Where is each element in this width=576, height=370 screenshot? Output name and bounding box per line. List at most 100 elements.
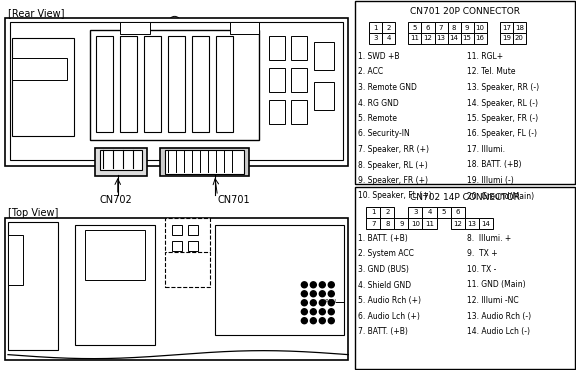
Text: 9.  TX +: 9. TX + bbox=[467, 249, 497, 259]
Circle shape bbox=[328, 282, 334, 288]
Text: 19: 19 bbox=[502, 36, 511, 41]
Text: 7. Speaker, RR (+): 7. Speaker, RR (+) bbox=[358, 145, 429, 154]
Circle shape bbox=[18, 80, 38, 100]
Text: 8.  Illumi. +: 8. Illumi. + bbox=[467, 234, 511, 243]
Bar bbox=[500, 33, 513, 44]
Bar bbox=[422, 218, 437, 229]
Bar bbox=[229, 22, 259, 34]
Circle shape bbox=[24, 19, 36, 31]
Bar bbox=[85, 230, 145, 280]
Text: 4. RG GND: 4. RG GND bbox=[358, 98, 399, 108]
Bar bbox=[10, 22, 343, 160]
Text: 2. ACC: 2. ACC bbox=[358, 67, 384, 77]
Text: 20: 20 bbox=[515, 36, 524, 41]
Bar bbox=[473, 33, 487, 44]
Circle shape bbox=[319, 19, 330, 31]
Text: 8. Speaker, RL (+): 8. Speaker, RL (+) bbox=[358, 161, 428, 169]
Circle shape bbox=[12, 340, 24, 352]
Text: 6. Security-IN: 6. Security-IN bbox=[358, 130, 410, 138]
Bar bbox=[465, 218, 479, 229]
Circle shape bbox=[328, 318, 334, 324]
Text: 10. Speaker, FL (+): 10. Speaker, FL (+) bbox=[358, 192, 432, 201]
Bar bbox=[5, 18, 348, 166]
Circle shape bbox=[328, 300, 334, 306]
Bar bbox=[382, 22, 395, 33]
Text: 2: 2 bbox=[385, 209, 389, 215]
Bar bbox=[450, 218, 465, 229]
Bar bbox=[96, 36, 113, 132]
Circle shape bbox=[319, 318, 325, 324]
Bar bbox=[215, 36, 233, 132]
Bar bbox=[5, 218, 348, 360]
Text: 10. TX -: 10. TX - bbox=[467, 265, 496, 274]
Text: 10: 10 bbox=[476, 24, 484, 30]
Text: 1: 1 bbox=[371, 209, 376, 215]
Text: 11: 11 bbox=[411, 36, 419, 41]
Bar bbox=[395, 218, 408, 229]
Bar bbox=[422, 33, 434, 44]
Bar bbox=[408, 207, 422, 218]
Text: 14: 14 bbox=[450, 36, 458, 41]
Text: 17: 17 bbox=[502, 24, 511, 30]
Circle shape bbox=[310, 318, 316, 324]
Text: 3: 3 bbox=[413, 209, 418, 215]
Text: 12. Tel. Mute: 12. Tel. Mute bbox=[467, 67, 515, 77]
Circle shape bbox=[319, 282, 325, 288]
Bar bbox=[270, 100, 285, 124]
Bar bbox=[120, 22, 150, 34]
Circle shape bbox=[301, 300, 308, 306]
Circle shape bbox=[328, 309, 334, 315]
Bar bbox=[382, 33, 395, 44]
Bar bbox=[434, 22, 448, 33]
Text: 6: 6 bbox=[426, 24, 430, 30]
Text: 3. GND (BUS): 3. GND (BUS) bbox=[358, 265, 409, 274]
Bar bbox=[270, 36, 285, 60]
Bar bbox=[366, 207, 380, 218]
Text: 1. SWD +B: 1. SWD +B bbox=[358, 52, 400, 61]
Text: 3. Remote GND: 3. Remote GND bbox=[358, 83, 417, 92]
Circle shape bbox=[44, 84, 56, 96]
Bar bbox=[165, 252, 210, 287]
Circle shape bbox=[301, 282, 308, 288]
Bar bbox=[291, 68, 308, 92]
Text: 3: 3 bbox=[374, 36, 378, 41]
Bar bbox=[188, 241, 198, 251]
Circle shape bbox=[33, 243, 43, 253]
Circle shape bbox=[125, 235, 135, 245]
Text: 5: 5 bbox=[441, 209, 446, 215]
Bar bbox=[448, 22, 461, 33]
Bar bbox=[192, 36, 209, 132]
Bar bbox=[434, 33, 448, 44]
Bar bbox=[461, 22, 473, 33]
Bar bbox=[422, 207, 437, 218]
Text: CN701 20P CONNECTOR: CN701 20P CONNECTOR bbox=[410, 7, 520, 16]
Bar bbox=[461, 33, 473, 44]
Text: 11: 11 bbox=[425, 221, 434, 226]
Bar bbox=[408, 218, 422, 229]
Bar bbox=[473, 22, 487, 33]
Bar bbox=[314, 82, 334, 110]
Text: 4: 4 bbox=[386, 36, 391, 41]
Text: 19. Illumi (-): 19. Illumi (-) bbox=[467, 176, 513, 185]
Text: 5. Audio Rch (+): 5. Audio Rch (+) bbox=[358, 296, 421, 305]
Bar bbox=[369, 22, 382, 33]
Circle shape bbox=[328, 291, 334, 297]
Text: 5: 5 bbox=[413, 24, 417, 30]
Bar bbox=[369, 33, 382, 44]
Bar bbox=[380, 218, 395, 229]
Bar bbox=[408, 33, 422, 44]
Bar bbox=[500, 22, 513, 33]
Bar bbox=[291, 100, 308, 124]
Bar bbox=[355, 187, 575, 369]
Bar bbox=[165, 218, 210, 253]
Bar bbox=[450, 207, 465, 218]
Text: 16. Speaker, FL (-): 16. Speaker, FL (-) bbox=[467, 130, 537, 138]
Text: 12: 12 bbox=[423, 36, 433, 41]
Text: 20. Ground(Main): 20. Ground(Main) bbox=[467, 192, 534, 201]
Text: 2: 2 bbox=[386, 24, 391, 30]
Text: 9. Speaker, FR (+): 9. Speaker, FR (+) bbox=[358, 176, 428, 185]
Bar bbox=[366, 218, 380, 229]
Text: 14. Audio Lch (-): 14. Audio Lch (-) bbox=[467, 327, 529, 336]
Circle shape bbox=[24, 149, 36, 161]
Bar bbox=[214, 225, 344, 335]
